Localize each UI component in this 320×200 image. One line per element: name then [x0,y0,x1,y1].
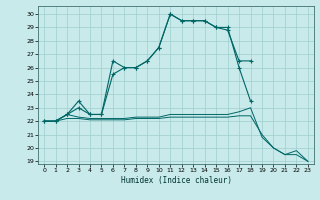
X-axis label: Humidex (Indice chaleur): Humidex (Indice chaleur) [121,176,231,185]
